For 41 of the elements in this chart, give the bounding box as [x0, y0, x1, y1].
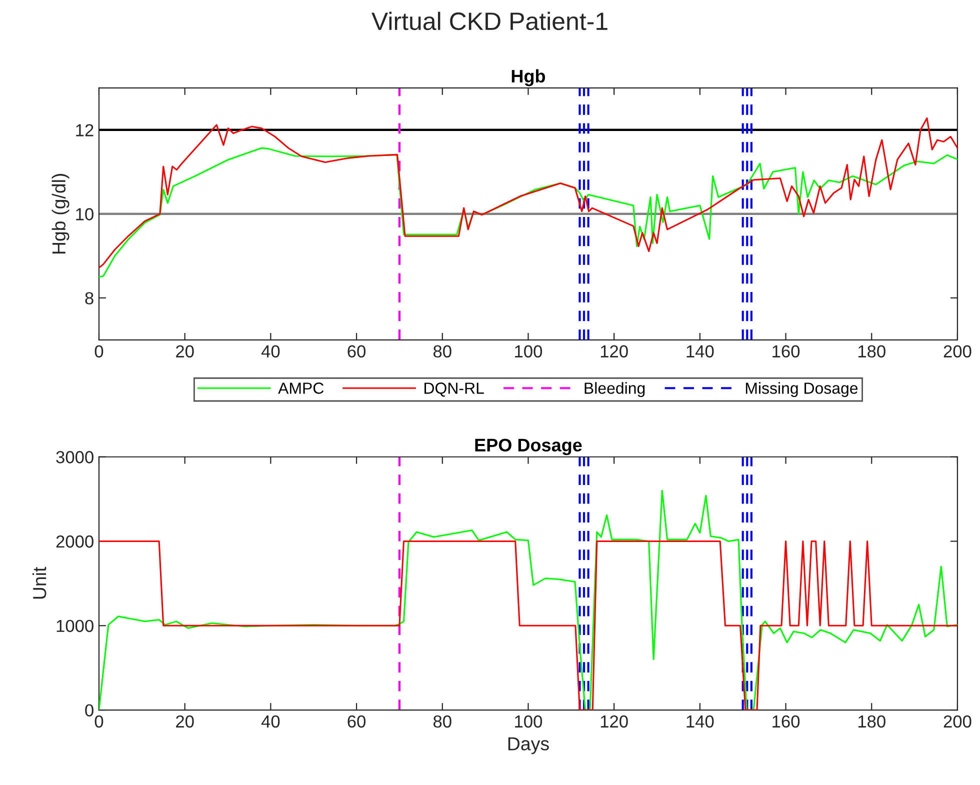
x-tick-label: 200: [944, 715, 972, 728]
legend-label: Missing Dosage: [746, 382, 858, 398]
x-tick-label: 160: [772, 345, 800, 358]
x-tick-label: 120: [600, 715, 628, 728]
x-tick-label: 180: [858, 345, 886, 358]
x-tick-label: 60: [348, 345, 366, 358]
y-tick-label: 12: [76, 124, 94, 136]
y-axis-title: Unit: [32, 566, 46, 599]
legend-label: Bleeding: [584, 382, 645, 398]
x-tick-label: 20: [176, 345, 194, 358]
y-tick-label: 3000: [56, 451, 94, 464]
x-tick-label: 40: [261, 715, 280, 728]
x-tick-label: 40: [261, 345, 280, 358]
x-tick-label: 180: [858, 715, 886, 728]
y-tick-label: 8: [85, 292, 94, 304]
x-tick-label: 100: [515, 345, 542, 358]
y-tick-label: 0: [85, 704, 94, 716]
y-axis-title: Hgb (g/dl): [52, 174, 70, 254]
chart-subtitle: Hgb: [512, 69, 546, 86]
x-tick-label: 140: [686, 345, 714, 358]
x-tick-label: 120: [600, 345, 628, 358]
y-tick-label: 1000: [56, 620, 94, 632]
x-tick-label: 140: [686, 715, 714, 728]
x-tick-label: 160: [772, 715, 800, 728]
legend-label: DQN-RL: [424, 382, 484, 397]
y-tick-label: 10: [76, 208, 94, 220]
legend-label: AMPC: [278, 382, 324, 394]
x-tick-label: 80: [433, 345, 452, 358]
x-axis-title: Days: [508, 737, 549, 754]
x-tick-label: 0: [94, 715, 104, 728]
line-series: [98, 117, 958, 268]
chart-title: Virtual CKD Patient-1: [372, 12, 608, 30]
x-tick-label: 100: [515, 715, 542, 728]
y-tick-label: 2000: [56, 535, 94, 548]
x-tick-label: 60: [348, 715, 366, 728]
chart-title: EPO Dosage: [475, 438, 582, 456]
x-tick-label: 0: [94, 345, 104, 358]
x-tick-label: 20: [176, 715, 194, 728]
x-tick-label: 80: [433, 715, 452, 728]
x-tick-label: 200: [944, 345, 972, 358]
line-series: [98, 147, 958, 278]
